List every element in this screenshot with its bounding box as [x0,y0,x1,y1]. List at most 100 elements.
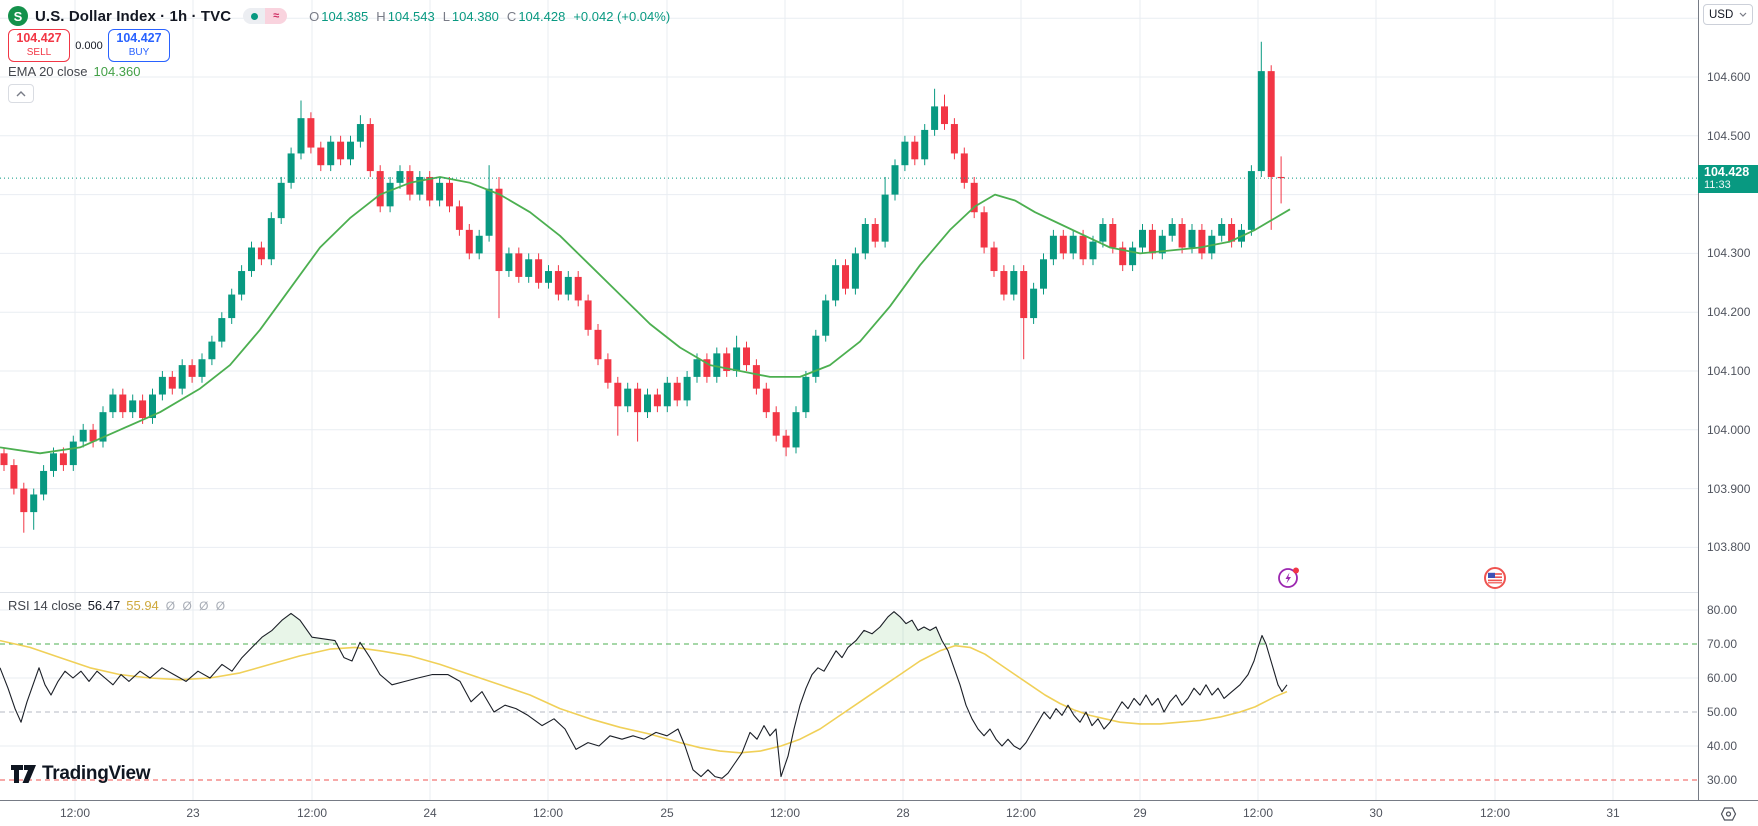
tradingview-mark-icon [11,765,36,783]
rsi-label: RSI 14 close [8,598,82,613]
time-axis-label: 12:00 [1242,806,1274,820]
candle-body [287,153,295,183]
rsi-value: 56.47 [87,598,121,613]
symbol-title[interactable]: U.S. Dollar Index · 1h · TVC [35,7,232,25]
candle-body [1099,224,1107,242]
candle-body [594,329,602,360]
candle-body [1020,271,1028,319]
pane-divider[interactable] [0,592,1758,593]
tradingview-logo-text: TradingView [42,763,151,784]
candle-body [396,171,404,183]
candle-body [822,300,830,336]
candle-body [832,265,840,301]
buy-button[interactable]: 104.427 BUY [108,29,170,62]
ohlc-key: L [442,8,450,24]
collapse-legend-button[interactable] [8,84,34,103]
current-price-badge: 104.428 11:33 [1698,165,1758,194]
time-axis-label: 12:00 [1479,806,1511,820]
candle-body [653,394,661,407]
us-flag-event-icon[interactable] [1483,566,1507,590]
candle-body [545,271,552,283]
candle-body [812,335,820,377]
chart-canvas[interactable] [0,0,1698,800]
ohlc-value: 104.543 [387,8,435,24]
candle-body [1010,271,1018,295]
rsi-axis-label: 70.00 [1707,637,1738,651]
buy-label: BUY [128,47,150,58]
candle-body [40,470,48,495]
rsi-ma-line [0,639,1288,754]
candle-body [307,118,315,148]
candle-body [485,188,493,236]
rsi-overbought-fill [1259,635,1266,644]
rsi-axis-label: 80.00 [1707,603,1738,617]
candle-body [842,265,849,289]
candle-body [990,247,998,272]
candle-body [99,412,107,442]
price-axis-border [1698,0,1699,800]
price-axis-label: 104.600 [1707,70,1751,84]
candle-body [436,182,444,201]
candle-body [644,394,651,413]
flash-event-icon[interactable] [1277,565,1301,589]
candle-body [901,141,909,166]
candle-body [1129,247,1137,266]
ohlc-key: O [309,8,320,24]
current-price: 104.428 [1704,165,1750,180]
time-axis-border [0,800,1758,801]
candle-body [960,153,968,183]
symbol-logo-icon[interactable]: S [8,6,28,26]
price-axis[interactable]: USD 104.428 11:33 104.600 104.500 104.300 1… [1698,0,1758,800]
rsi-overbought-fill [852,611,944,644]
ohlc-value: 104.385 [321,8,369,24]
candle-body [416,176,424,195]
sell-button[interactable]: 104.427 SELL [8,29,70,62]
chevron-up-icon [16,90,26,96]
candle-body [198,359,206,377]
rsi-indicator-legend[interactable]: RSI 14 close 56.47 55.94 Ø Ø Ø Ø [8,598,227,613]
rsi-signal-value: 55.94 [126,598,159,613]
candle-body [673,382,681,401]
candle-body [802,376,810,413]
currency-selector-button[interactable]: USD [1703,4,1753,25]
candle-body [515,253,523,277]
axis-settings-corner[interactable] [1699,801,1758,826]
tradingview-logo[interactable]: TradingView [10,763,151,785]
candle-body [1257,71,1265,172]
candle-body [663,382,671,407]
candle-body [703,359,711,377]
candle-body [79,429,87,442]
candle-body [178,365,186,389]
candle-body [1188,229,1196,248]
candle-body [911,141,919,160]
candle-body [495,188,503,272]
candle-body [1198,229,1206,254]
candle-body [1148,229,1156,254]
candle-body [366,124,374,172]
market-status-pill[interactable]: ≈ [243,8,288,24]
time-axis-label: 12:00 [59,806,91,820]
candle-body [564,276,572,295]
candle-body [941,106,948,125]
candle-body [158,376,166,395]
candle-body [614,382,622,407]
candle-body [228,294,236,319]
candle-body [1228,224,1236,242]
candle-body [168,376,176,389]
candle-body [1089,241,1097,260]
candle-body [1069,235,1077,254]
candle-body [149,394,156,419]
candle-body [1079,235,1087,260]
ema-value: 104.360 [93,64,141,79]
candle-body [1030,288,1038,319]
time-axis-label: 30 [1369,806,1383,820]
candle-body [218,318,226,342]
candle-body [723,353,731,371]
candle-body [446,182,453,207]
currency-label: USD [1709,8,1734,21]
candle-body [139,400,147,419]
time-axis[interactable]: 12:00 23 12:00 24 12:00 25 12:00 28 12:00 29 12:00… [0,801,1698,826]
candle-body [119,394,127,413]
ema-indicator-legend[interactable]: EMA 20 close 104.360 [8,64,141,79]
